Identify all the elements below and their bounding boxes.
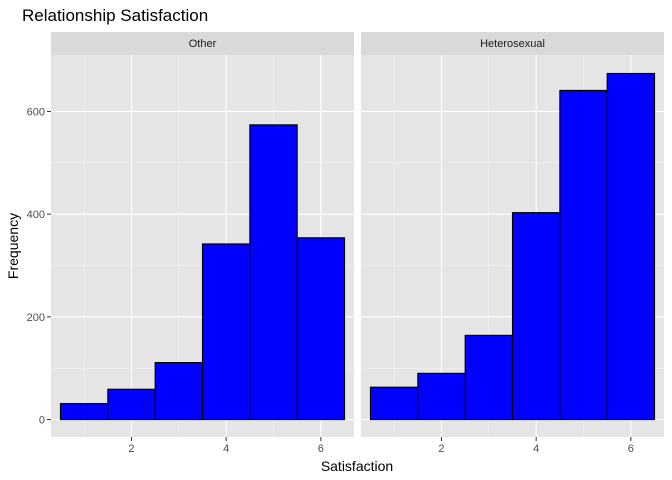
facet-strip-label: Other (189, 38, 217, 50)
y-tick-label: 200 (27, 312, 45, 324)
histogram-bar (154, 362, 204, 421)
facet-strip-label: Heterosexual (480, 38, 545, 50)
x-tick-label: 6 (318, 443, 324, 455)
facet-strip (51, 32, 354, 55)
plot-area: Other 2 4 6 0 200 400 600 Heterosexual 2 4 6 (27, 32, 664, 455)
x-tick-label: 2 (438, 443, 444, 455)
histogram-bar (417, 372, 466, 421)
histogram-bar (296, 237, 346, 421)
histogram-bar (606, 72, 656, 421)
x-axis-title: Satisfaction (321, 458, 393, 474)
histogram-bar (511, 212, 561, 421)
histogram-bar (369, 386, 419, 421)
y-tick-label: 600 (27, 106, 45, 118)
facet-strip (361, 32, 664, 55)
x-tick-label: 2 (128, 443, 134, 455)
histogram-bar (201, 243, 251, 421)
histogram-bar (464, 334, 514, 421)
y-tick-label: 0 (39, 415, 45, 427)
y-tick-label: 400 (27, 209, 45, 221)
histogram-bar (59, 403, 109, 421)
chart-title: Relationship Satisfaction (22, 6, 208, 25)
histogram-bar (559, 89, 608, 421)
histogram-bar (249, 124, 298, 421)
x-tick-label: 6 (628, 443, 634, 455)
x-tick-label: 4 (223, 443, 229, 455)
y-axis-title: Frequency (5, 213, 21, 279)
histogram-bar (107, 388, 156, 421)
x-tick-label: 4 (533, 443, 539, 455)
